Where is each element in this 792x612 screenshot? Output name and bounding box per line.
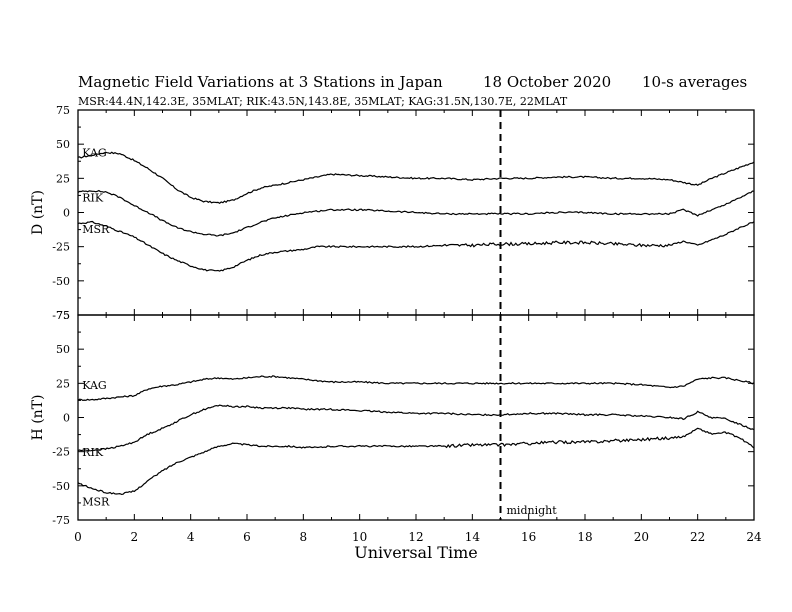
y-tick-label: -50 [52,480,70,493]
chart-date: 18 October 2020 [483,73,612,91]
series-line-rik [77,404,755,452]
x-tick-label: 18 [577,530,592,544]
x-tick-label: 0 [74,530,82,544]
station-coordinates: MSR:44.4N,142.3E, 35MLAT; RIK:43.5N,143.… [78,95,568,108]
x-tick-label: 20 [634,530,649,544]
x-tick-label: 10 [352,530,367,544]
x-tick-label: 16 [521,530,536,544]
series-label-msr: MSR [82,495,110,508]
y-axis-label-1: D (nT) [30,190,46,235]
series-label-rik: RIK [82,446,104,459]
y-tick-label: -25 [52,241,70,254]
y-tick-label: 50 [56,138,70,151]
y-tick-label: -75 [52,514,70,527]
y-tick-label: -75 [52,309,70,322]
x-tick-label: 6 [243,530,251,544]
y-tick-label: 75 [56,104,70,117]
y-tick-label: 0 [63,207,70,220]
chart-title: Magnetic Field Variations at 3 Stations … [78,73,443,91]
x-tick-label: 24 [746,530,762,544]
x-tick-label: 2 [131,530,139,544]
plot-frame-layer [77,109,755,521]
y-tick-label: -25 [52,446,70,459]
y-tick-label: 25 [56,377,70,390]
y-tick-label: 0 [63,412,70,425]
series-label-rik: RIK [82,192,104,205]
y-axis-label-2: H (nT) [30,395,46,441]
y-tick-label: -50 [52,275,70,288]
x-tick-label: 4 [187,530,195,544]
midnight-label: midnight [507,504,558,517]
series-line-msr [77,220,755,272]
series-label-kag: KAG [82,379,107,392]
x-tick-label: 22 [690,530,705,544]
series-label-kag: KAG [82,147,107,160]
labels-layer: 75 50 25 0 -25 -50 -75 D (nT) KAG RIK MSR 75 50 25 0 -2… [30,104,762,562]
x-axis-label: Universal Time [354,543,477,562]
chart-averaging: 10-s averages [642,73,748,91]
series-line-kag [77,151,755,205]
series-line-rik [77,189,755,237]
x-tick-label: 8 [300,530,308,544]
x-tick-label: 14 [465,530,481,544]
series-line-msr [77,427,755,496]
x-tick-label: 12 [408,530,423,544]
series-label-msr: MSR [82,223,110,236]
series-line-kag [77,375,755,402]
y-tick-label: 50 [56,343,70,356]
y-tick-label: 75 [56,309,70,322]
chart-title-line: Magnetic Field Variations at 3 Stations … [78,73,768,93]
y-tick-label: 25 [56,172,70,185]
